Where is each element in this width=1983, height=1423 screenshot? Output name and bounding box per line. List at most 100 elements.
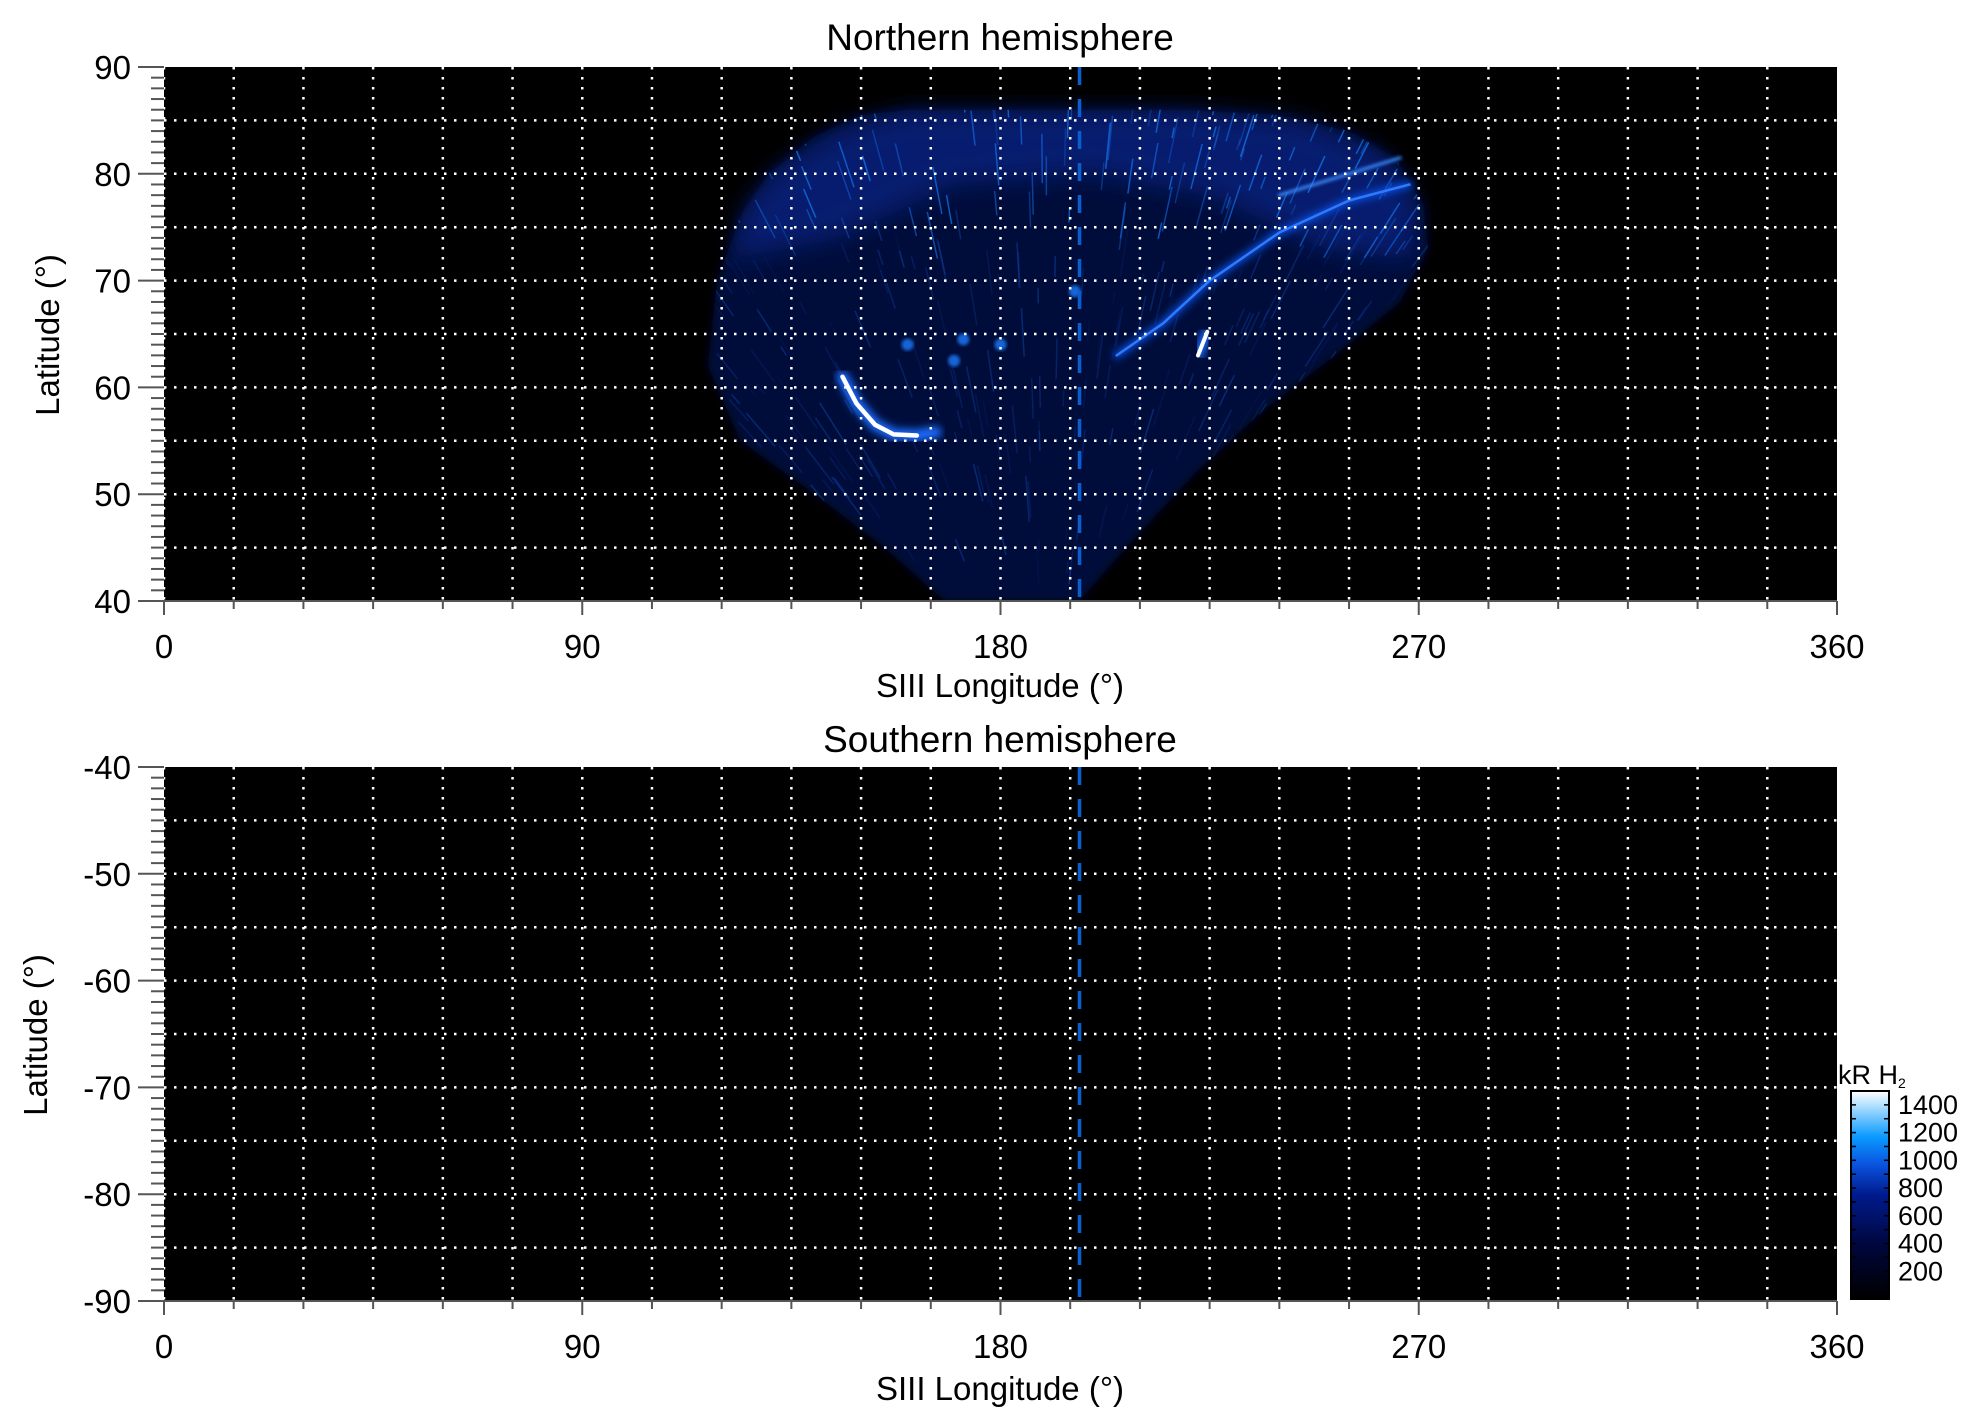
emission-streak [1005,109,1010,118]
emission-streak [1237,391,1262,431]
emission-streak [976,465,986,498]
emission-streak [1119,230,1129,276]
north-x-tick-label: 270 [1391,628,1446,665]
colorbar-tick-label: 400 [1898,1229,1943,1259]
emission-streak [1068,548,1074,578]
emission-streak [1070,109,1074,118]
emission-streak [1140,273,1145,285]
emission-streak [1248,321,1267,356]
emission-streak [1331,322,1339,332]
emission-streak [1212,283,1218,295]
emission-streak [1223,324,1234,346]
emission-streak [1096,334,1104,379]
emission-streak [955,210,962,240]
emission-streak [845,448,860,469]
emission-streak [1001,536,1007,556]
emission-streak [1017,252,1021,283]
emission-streak [927,384,940,417]
emission-streak [776,376,786,388]
emission-streak [840,243,850,263]
north-axes: 0 90 180 270 360 90 80 70 60 50 40 [94,49,1864,665]
south-x-axis-label: SIII Longitude (°) [876,1370,1124,1407]
emission-streak [1239,148,1246,161]
emission-streak [1188,373,1195,386]
emission-streak [824,346,842,377]
emission-streak [894,143,905,177]
south-x-tick-label: 270 [1391,1328,1446,1365]
emission-streak [1107,115,1114,160]
emission-streak [1370,217,1397,257]
emission-streak [1366,167,1379,189]
emission-streak [1006,443,1012,474]
emission-streak [1095,335,1102,368]
emission-streak [1168,175,1173,190]
emission-streak [1324,277,1334,291]
emission-streak [1114,318,1121,346]
emission-streak [1160,260,1165,273]
north-x-tick-label: 0 [155,628,173,665]
emission-streak [991,379,995,393]
emission-streak [1251,109,1263,131]
emission-streak [1154,277,1168,325]
emission-streak [1118,206,1126,251]
emission-streak [1290,204,1297,216]
emission-streak [838,141,855,188]
emission-streak [1289,168,1306,204]
emission-spot [1196,329,1210,358]
emission-streak [1134,402,1142,426]
emission-streak [1066,561,1069,573]
emission-streak [1062,390,1065,407]
south-y-tick-label: -60 [83,963,131,1000]
emission-streak [1318,208,1340,247]
south-x-tick-label: 180 [973,1328,1028,1365]
emission-streak [754,199,776,239]
emission-streak [1304,331,1329,368]
emission-streak [1147,109,1152,127]
emission-streak [1028,191,1032,228]
emission-streak [1020,308,1025,357]
emission-streak [1190,143,1203,190]
emission-streak [1166,289,1175,317]
south-x-tick-label: 0 [155,1328,173,1365]
colorbar-tick-label: 200 [1898,1256,1943,1286]
emission-streak [969,283,978,326]
emission-streak [1169,283,1174,297]
emission-streak [1038,375,1042,408]
emission-streak [970,110,976,146]
emission-streak [1119,202,1127,239]
emission-streak [763,256,785,292]
emission-streak [1220,192,1229,214]
emission-streak [984,473,993,508]
colorbar-tick-label: 1200 [1898,1118,1958,1148]
emission-streak [859,444,881,479]
emission-streak [785,415,805,440]
emission-streak [1211,423,1232,459]
emission-streak [1150,142,1159,179]
emission-streak [911,340,925,378]
emission-streak [993,190,998,216]
emission-streak [908,207,918,237]
emission-streak [1195,186,1209,229]
emission-streak [809,484,825,502]
emission-streak [1155,109,1165,133]
emission-streak [894,234,904,263]
emission-streak [1357,300,1373,321]
emission-streak [1213,409,1233,444]
emission-streak [844,399,854,415]
north-x-axis-label: SIII Longitude (°) [876,667,1124,704]
north-panel: Northern hemisphere 0 90 180 270 360 90 80 70 60… [29,17,1865,704]
emission-streak [1025,475,1030,522]
emission-streak [755,383,766,395]
north-y-axis-label: Latitude (°) [29,254,66,416]
emission-streak [804,446,835,485]
emission-streak [954,539,966,562]
emission-streak [1363,236,1379,259]
emission-streak [794,396,818,429]
emission-streak [1203,151,1210,169]
emission-streak [1038,420,1041,450]
emission-streak [986,250,993,295]
colorbar-gradient [1850,1090,1890,1300]
emission-streak [1068,208,1071,223]
emission-streak [1218,374,1235,407]
